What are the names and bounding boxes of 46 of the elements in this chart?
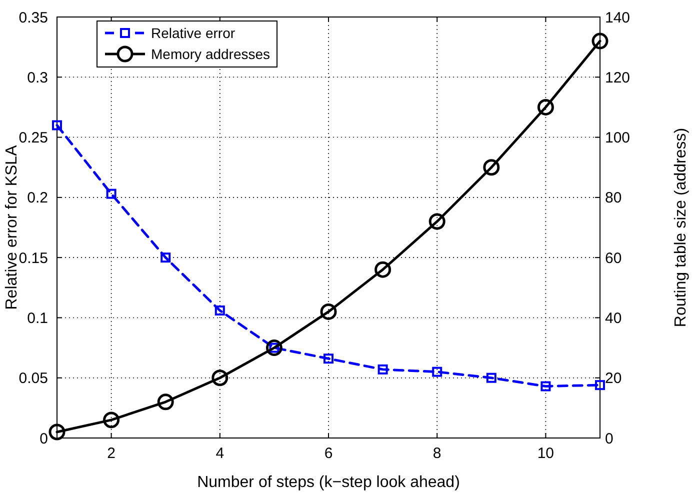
y-tick-label: 0 xyxy=(40,430,48,448)
point xyxy=(483,159,500,176)
y-tick-label: 0.15 xyxy=(18,250,48,267)
y2-tick-label: 80 xyxy=(605,190,622,207)
point xyxy=(537,98,554,116)
point xyxy=(486,372,496,383)
y2-axis-title: Routing table size (address) xyxy=(672,128,690,328)
point xyxy=(48,424,66,440)
y-tick-label: 0.1 xyxy=(27,310,48,327)
point xyxy=(378,364,388,374)
y-tick-label: 0.25 xyxy=(18,130,48,147)
x-tick-label: 8 xyxy=(432,445,442,462)
point xyxy=(320,303,337,320)
point xyxy=(266,340,282,356)
point xyxy=(595,380,605,390)
x-tick-label: 4 xyxy=(216,445,224,462)
point xyxy=(540,381,551,392)
x-tick-label: 10 xyxy=(537,445,554,462)
y2-tick-label: 0 xyxy=(605,430,614,448)
point xyxy=(103,412,120,428)
y2-tick-label: 100 xyxy=(605,130,630,147)
point xyxy=(592,32,608,50)
point xyxy=(428,213,446,230)
point xyxy=(106,188,116,199)
y-tick-label: 0.35 xyxy=(18,9,48,26)
legend-label: Memory addresses xyxy=(151,46,270,62)
point xyxy=(52,120,62,130)
y2-tick-label: 140 xyxy=(605,9,630,26)
y-tick-label: 0.05 xyxy=(18,370,48,388)
point xyxy=(212,370,228,386)
legend-label: Relative error xyxy=(151,24,236,41)
point xyxy=(374,261,392,278)
x-tick-label: 6 xyxy=(324,445,333,462)
y2-tick-label: 60 xyxy=(605,250,622,267)
x-tick-label: 2 xyxy=(107,445,116,462)
y2-tick-label: 40 xyxy=(605,310,622,327)
y2-tick-label: 120 xyxy=(605,69,630,86)
point xyxy=(157,394,174,410)
point xyxy=(214,305,225,316)
x-axis-title: Number of steps (k−step look ahead) xyxy=(197,474,460,491)
point xyxy=(160,252,171,263)
y-tick-label: 0.2 xyxy=(27,190,48,207)
y2-tick-label: 20 xyxy=(605,370,622,388)
point xyxy=(432,366,442,377)
y-tick-label: 0.3 xyxy=(27,69,48,86)
point xyxy=(324,354,334,364)
